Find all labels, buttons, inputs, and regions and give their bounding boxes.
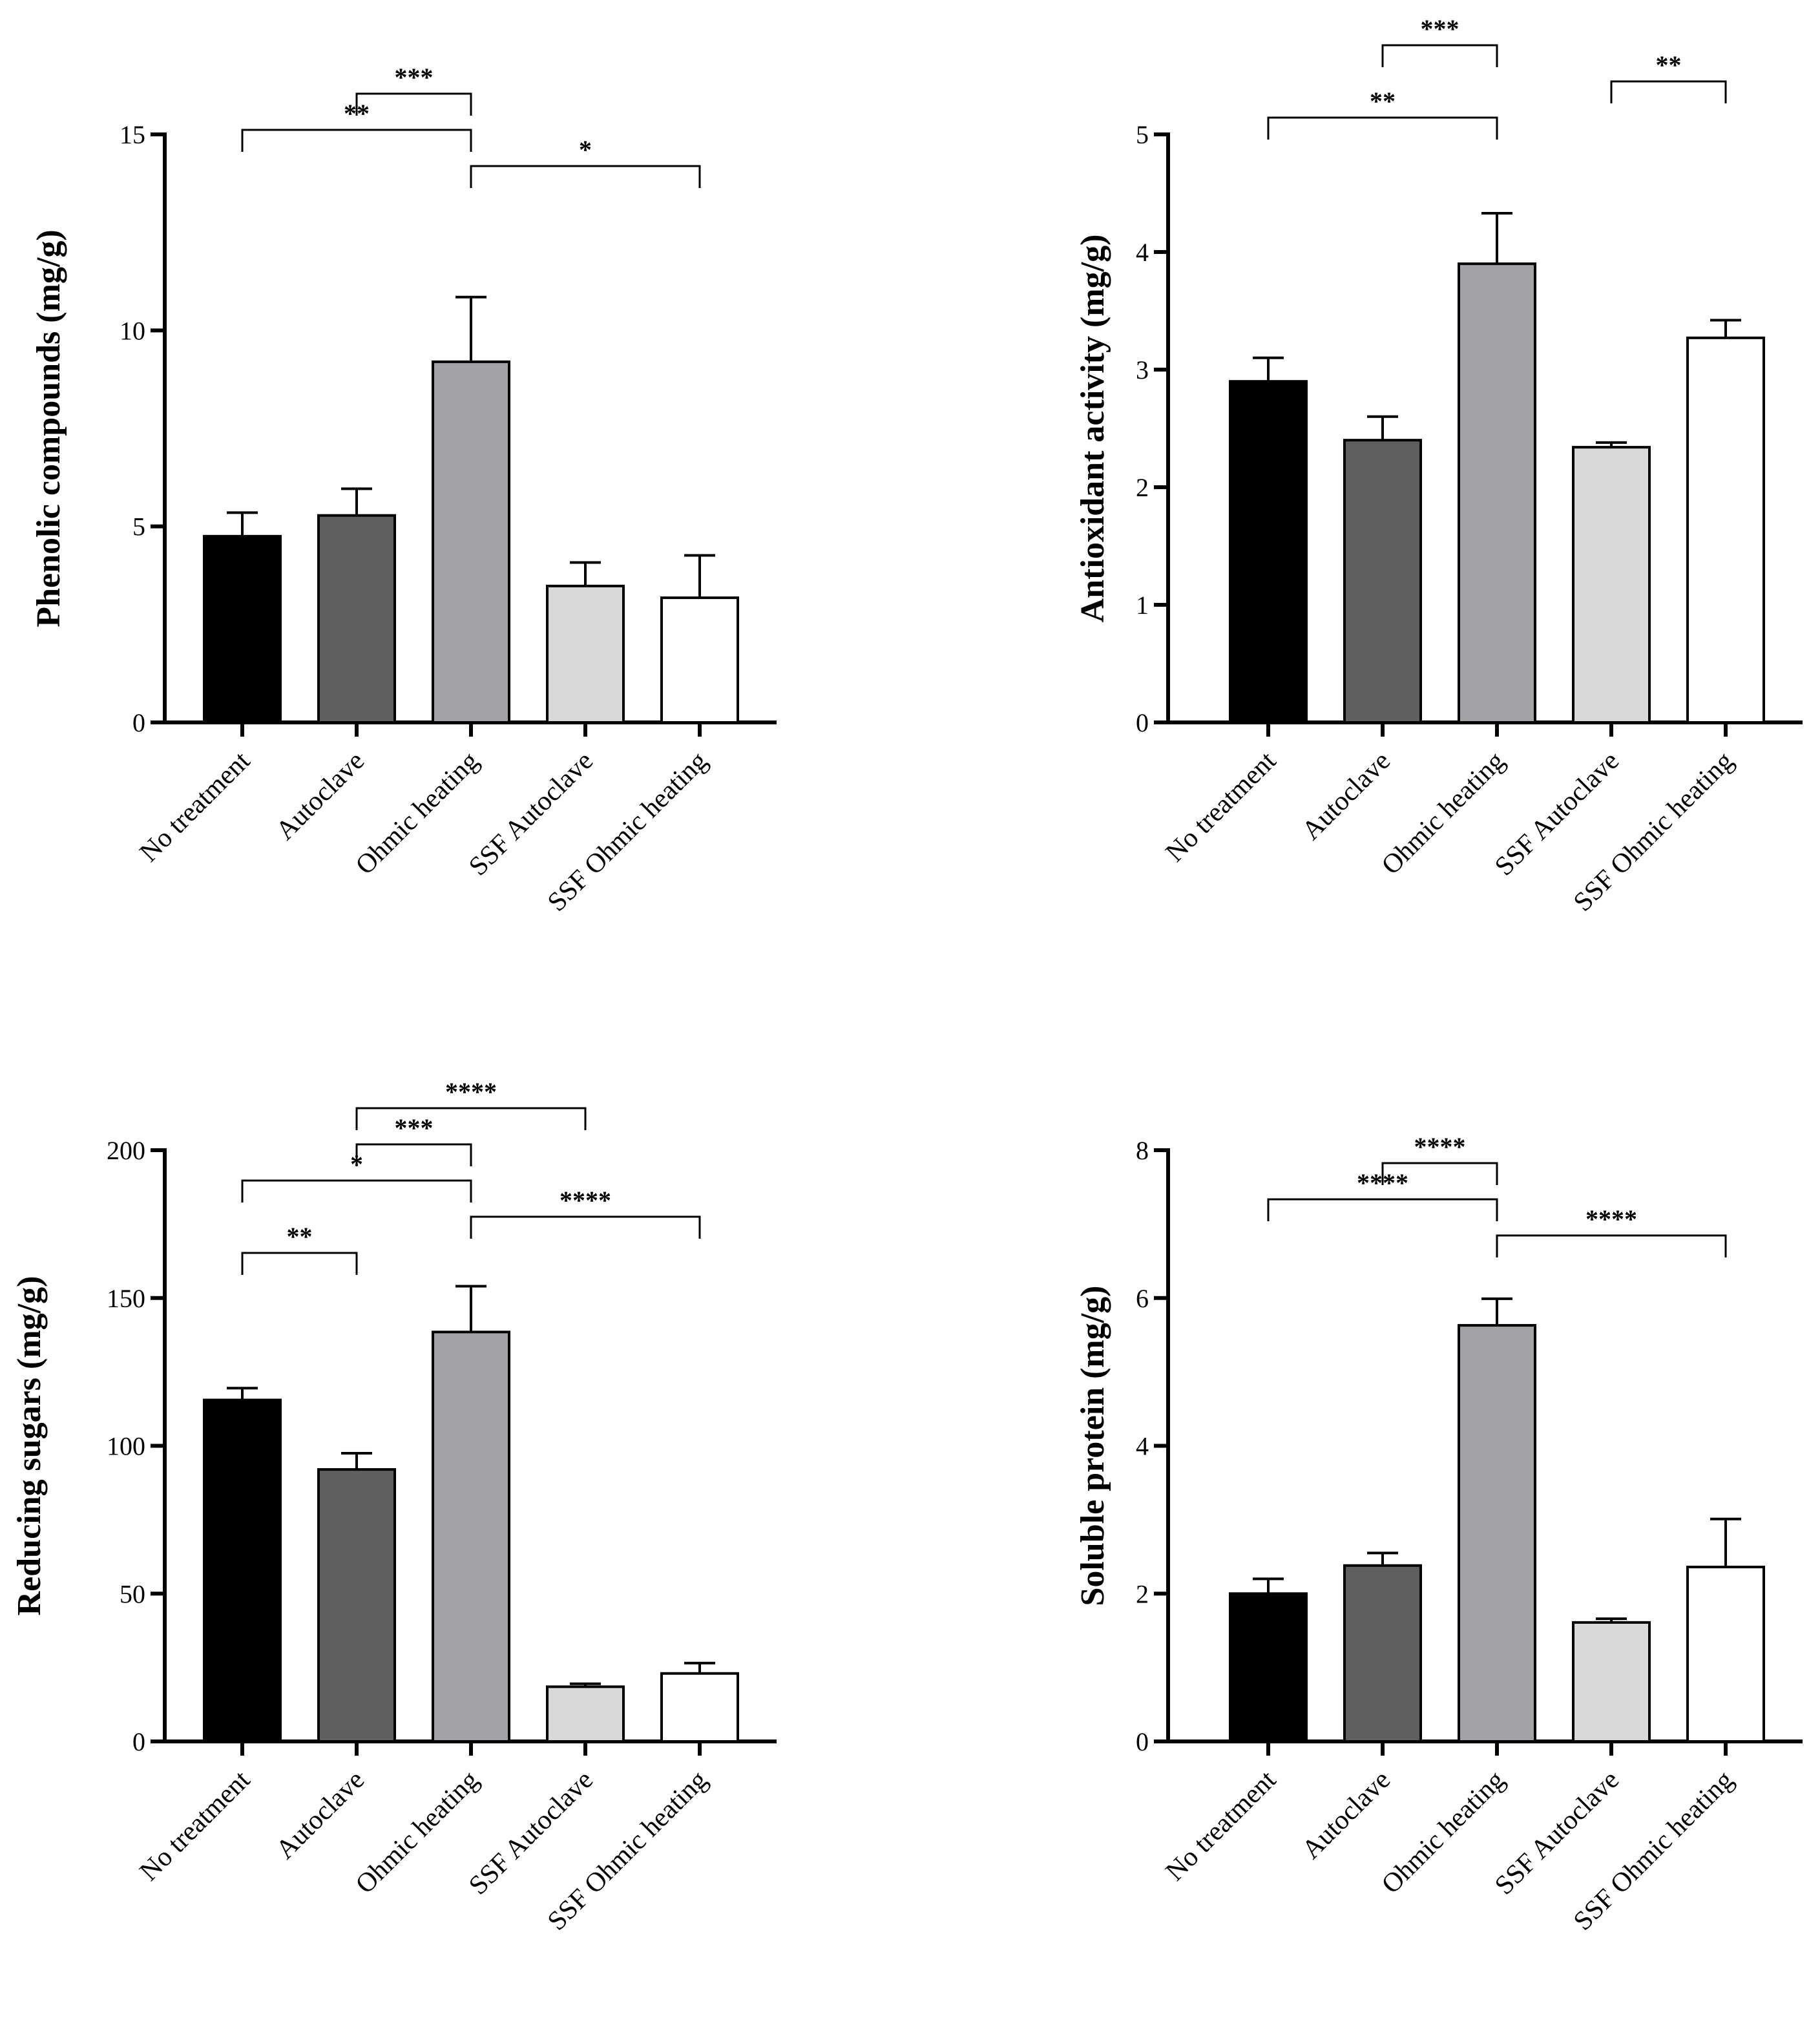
significance-bracket xyxy=(1610,80,1727,103)
significance-label: **** xyxy=(560,1186,611,1215)
significance-label: **** xyxy=(1414,1132,1466,1161)
significance-label: *** xyxy=(1421,14,1459,43)
y-axis-title: Phenolic compounds (mg/g) xyxy=(30,229,67,627)
x-tick-label: No treatment xyxy=(1160,1765,1282,1887)
x-tick-label: No treatment xyxy=(1160,746,1282,868)
bar-no-treatment xyxy=(203,534,282,724)
significance-label: **** xyxy=(1585,1204,1637,1234)
bar-ohmic-heating xyxy=(1458,1324,1536,1743)
significance-label: ** xyxy=(1656,50,1682,79)
x-tick-label: No treatment xyxy=(134,746,256,868)
bar-ssf-ohmic-heating xyxy=(660,596,739,724)
significance-label: * xyxy=(579,135,592,164)
significance-bracket xyxy=(355,92,472,116)
y-tick-label: 1 xyxy=(1136,591,1149,620)
significance-label: ** xyxy=(287,1222,313,1251)
chart-reducing-sugars: 0 50 100 150 200 Reducing sugars (mg/g) No tre… xyxy=(11,1077,777,1937)
bar-ssf-ohmic-heating xyxy=(660,1672,739,1743)
x-tick-label: No treatment xyxy=(134,1765,256,1887)
y-tick-label: 5 xyxy=(1136,120,1149,149)
bar-no-treatment xyxy=(1229,1592,1308,1743)
y-tick-label: 100 xyxy=(107,1432,145,1461)
chart-soluble-protein: 0 2 4 6 8 Soluble protein (mg/g) No treatment A… xyxy=(1074,1132,1803,1937)
x-tick-label: Autoclave xyxy=(1297,746,1397,846)
bar-no-treatment xyxy=(203,1398,282,1743)
chart-phenolic: 0 5 10 15 Phenolic compounds (mg/g) No treatm… xyxy=(30,63,777,918)
x-tick-label: Autoclave xyxy=(1297,1765,1397,1866)
y-tick-label: 10 xyxy=(120,316,145,345)
significance-label: ** xyxy=(1370,87,1396,116)
y-tick-label: 150 xyxy=(107,1284,145,1313)
y-tick-label: 5 xyxy=(132,512,145,541)
y-tick-label: 4 xyxy=(1136,1432,1149,1461)
bar-ssf-autoclave xyxy=(546,1685,625,1743)
significance-bracket xyxy=(241,1179,472,1203)
y-tick-label: 2 xyxy=(1136,1579,1149,1608)
significance-label: * xyxy=(350,1150,363,1179)
significance-bracket xyxy=(1267,116,1498,140)
chart-antioxidant: 0 1 2 3 4 5 Antioxidant activity (mg/g) No trea… xyxy=(1074,14,1803,918)
bar-ohmic-heating xyxy=(1458,262,1536,724)
significance-bracket xyxy=(1381,1162,1498,1185)
y-tick-label: 0 xyxy=(132,1727,145,1756)
y-tick-label: 2 xyxy=(1136,473,1149,502)
y-tick-label: 0 xyxy=(1136,708,1149,737)
significance-label: *** xyxy=(395,63,434,92)
y-tick-label: 50 xyxy=(120,1579,145,1608)
bar-ssf-ohmic-heating xyxy=(1686,1566,1765,1743)
y-tick-label: 8 xyxy=(1136,1136,1149,1165)
y-tick-label: 0 xyxy=(132,708,145,737)
y-tick-label: 15 xyxy=(120,120,145,149)
y-tick-label: 4 xyxy=(1136,238,1149,267)
bar-ssf-autoclave xyxy=(1572,446,1651,724)
significance-bracket xyxy=(241,129,472,152)
significance-bracket xyxy=(470,1215,701,1239)
bar-autoclave xyxy=(317,514,396,724)
significance-bracket xyxy=(470,165,701,188)
bar-no-treatment xyxy=(1229,380,1308,724)
y-tick-label: 3 xyxy=(1136,355,1149,384)
bar-autoclave xyxy=(1343,1564,1422,1743)
y-tick-label: 200 xyxy=(107,1136,145,1165)
x-tick-label: Autoclave xyxy=(271,1765,371,1866)
significance-bracket xyxy=(355,1143,472,1166)
bar-ohmic-heating xyxy=(432,1330,510,1743)
y-tick-label: 6 xyxy=(1136,1284,1149,1313)
x-tick-label: Autoclave xyxy=(271,746,371,846)
bar-ssf-autoclave xyxy=(1572,1621,1651,1743)
y-axis-title: Soluble protein (mg/g) xyxy=(1074,1286,1111,1606)
y-axis-title: Reducing sugars (mg/g) xyxy=(11,1276,48,1616)
significance-bracket xyxy=(1381,44,1498,67)
bar-ohmic-heating xyxy=(432,360,510,724)
significance-label: **** xyxy=(1357,1168,1408,1197)
bar-ssf-autoclave xyxy=(546,584,625,724)
significance-bracket xyxy=(355,1107,587,1130)
significance-label: **** xyxy=(445,1077,497,1106)
significance-label: ** xyxy=(344,99,370,128)
bar-ssf-ohmic-heating xyxy=(1686,336,1765,724)
bar-autoclave xyxy=(317,1468,396,1743)
significance-bracket xyxy=(1267,1198,1498,1221)
y-tick-label: 0 xyxy=(1136,1727,1149,1756)
significance-bracket xyxy=(1496,1234,1727,1257)
y-axis-title: Antioxidant activity (mg/g) xyxy=(1074,235,1111,623)
bar-autoclave xyxy=(1343,439,1422,724)
significance-label: *** xyxy=(395,1113,434,1142)
significance-bracket xyxy=(241,1252,358,1275)
